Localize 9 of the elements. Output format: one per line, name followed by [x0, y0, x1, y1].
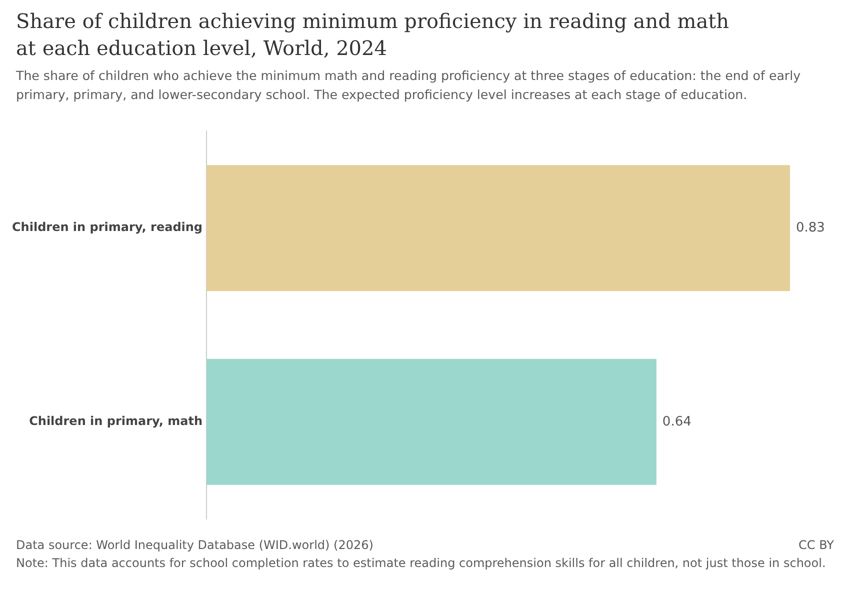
source-note: Data source: World Inequality Database (WID.world) (2026) [16, 538, 374, 552]
text: CC BY [798, 538, 834, 552]
data-label: 0.83 [796, 220, 825, 236]
data-label: 0.64 [662, 414, 692, 430]
chart-title: Share of children achieving minimum proficiency in reading and math at each education level, World, 2024 [15, 8, 730, 62]
y-tick-label: Children in primary, math [29, 414, 203, 428]
y-tick-label: Children in primary, reading [12, 220, 203, 234]
text: Note: This data accounts for school completion rates to estimate reading comprehension skills for all children, not just those in school. [15, 556, 827, 570]
chart-subtitle: The share of children who achieve the minimum math and reading proficiency at three stages of education: the end of early primary, primary, and lower-secondary school. The expected proficiency level increases at each stage of education. [15, 67, 802, 104]
